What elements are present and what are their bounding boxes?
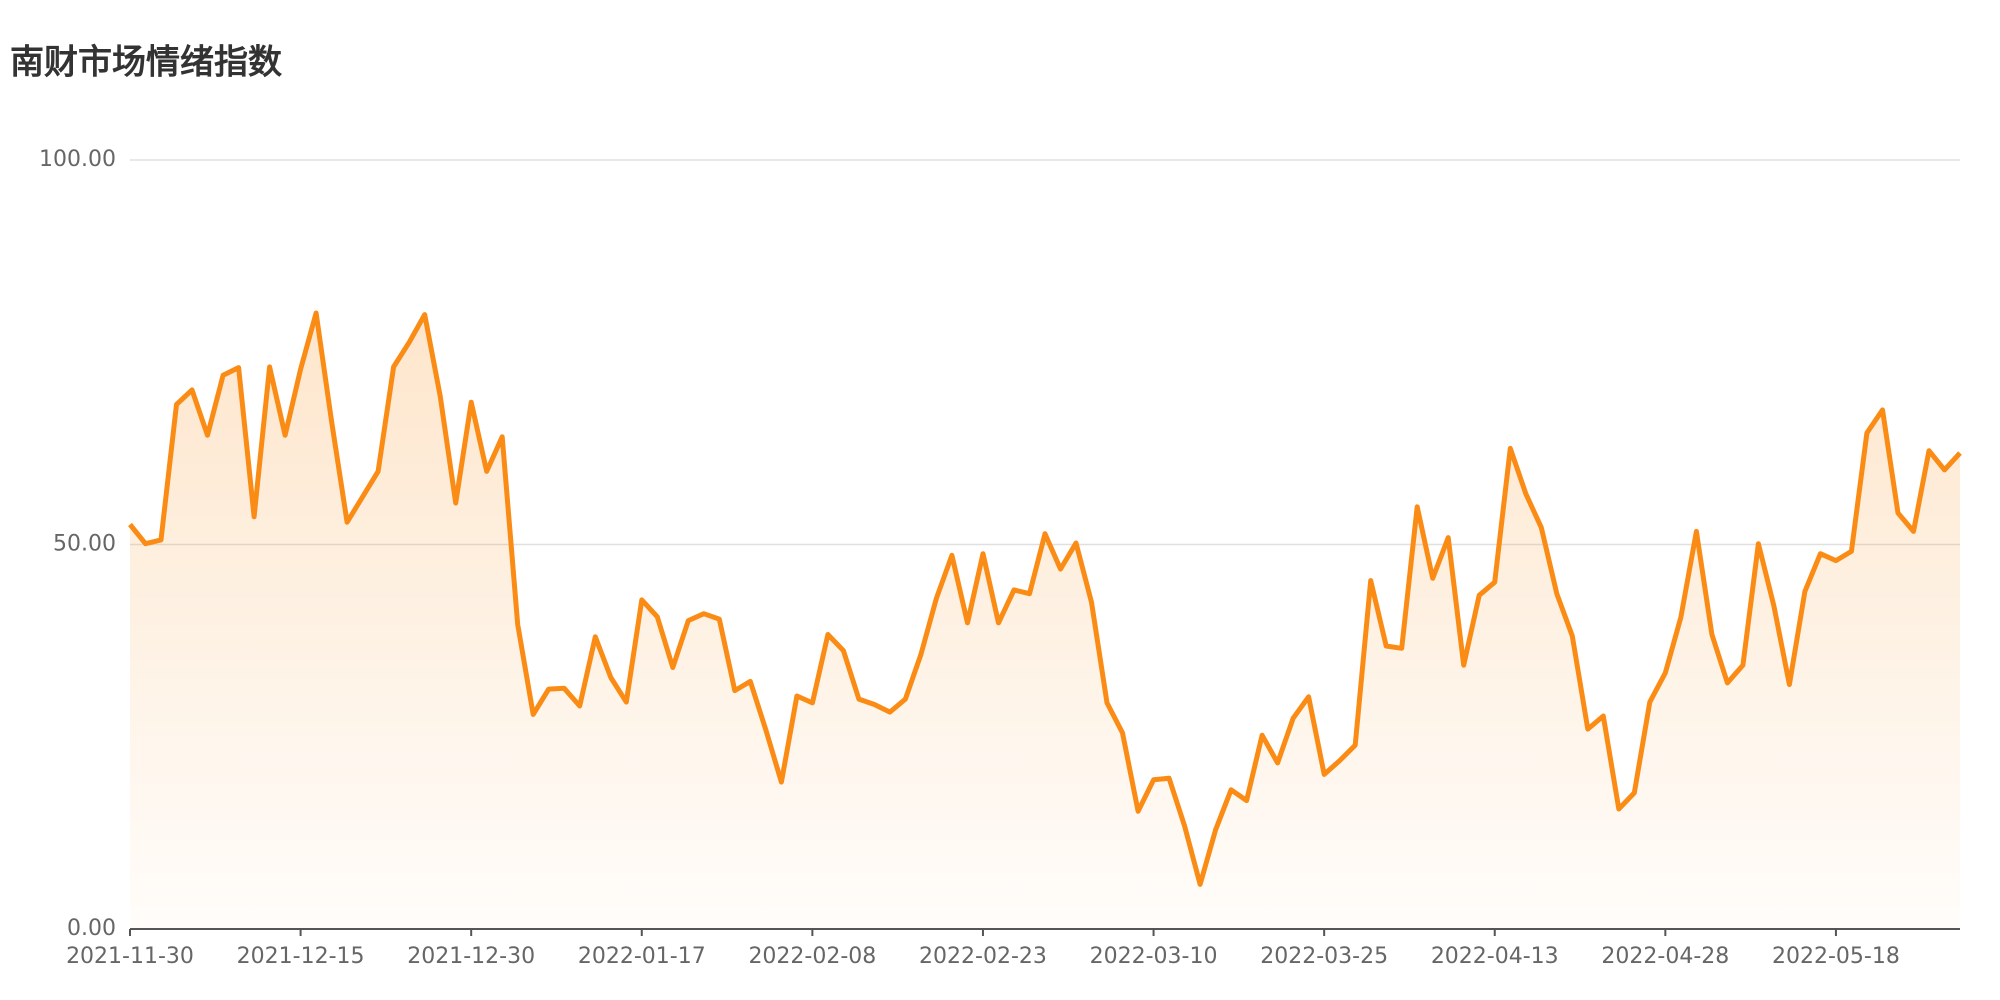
x-tick-label: 2021-12-15 xyxy=(237,944,365,969)
area xyxy=(130,313,1960,929)
x-tick-label: 2022-05-18 xyxy=(1772,944,1900,969)
x-tick-label: 2022-01-17 xyxy=(578,944,706,969)
x-tick-label: 2022-02-23 xyxy=(919,944,1047,969)
x-tick-label: 2022-03-10 xyxy=(1090,944,1218,969)
y-tick-label: 0.00 xyxy=(67,916,116,941)
y-tick-label: 100.00 xyxy=(39,147,116,172)
x-tick-label: 2022-04-28 xyxy=(1601,944,1729,969)
line xyxy=(128,310,1962,887)
chart-title: 南财市场情绪指数 xyxy=(10,43,282,83)
y-tick-label: 50.00 xyxy=(53,532,116,557)
x-tick-label: 2022-04-13 xyxy=(1431,944,1559,969)
x-tick-label: 2021-12-30 xyxy=(407,944,535,969)
x-tick-label: 2022-03-25 xyxy=(1260,944,1388,969)
x-tick-label: 2022-02-08 xyxy=(748,944,876,969)
x-tick-label: 2021-11-30 xyxy=(66,944,194,969)
